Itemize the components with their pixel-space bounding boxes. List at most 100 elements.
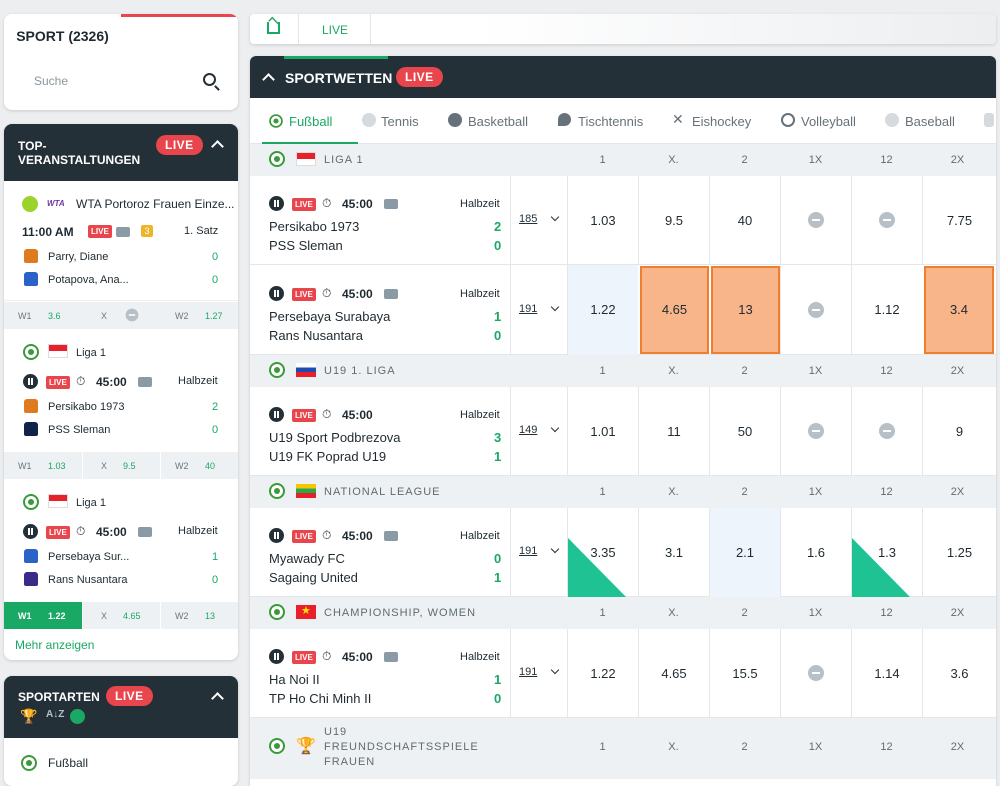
chevron-down-icon[interactable]	[550, 665, 560, 675]
odds-header: 1	[599, 486, 606, 498]
sort-az-icon[interactable]: A↓Z	[46, 709, 65, 720]
top-events-header[interactable]: TOP- VERANSTALTUNGEN LIVE	[4, 124, 238, 181]
top-event-football-1[interactable]: Liga 1 LIVE ⏱ 45:00 Halbzeit Persikabo 1…	[4, 330, 238, 452]
markets-count-link[interactable]: 185	[519, 213, 538, 225]
lock-icon	[879, 212, 895, 228]
away-score: 0	[212, 274, 219, 286]
tab-table-tennis[interactable]: Tischtennis	[557, 98, 657, 144]
tab-baseball[interactable]: Baseball	[884, 98, 974, 144]
sportwetten-header[interactable]: SPORTWETTEN LIVE	[250, 56, 996, 98]
tv-icon	[384, 289, 398, 299]
odds-row: W1 1.22 X 4.65 W2 13	[4, 602, 238, 629]
markets-count-link[interactable]: 191	[519, 666, 538, 678]
chevron-up-icon[interactable]	[211, 140, 224, 153]
odd-1x-locked	[780, 387, 851, 476]
odd-x[interactable]: 9.5	[638, 176, 709, 265]
odd-2x[interactable]: 9	[922, 387, 996, 476]
away-team: Sagaing United	[269, 570, 358, 585]
sports-header[interactable]: SPORTARTEN LIVE 🏆 A↓Z	[4, 676, 238, 738]
odd-w1[interactable]: W1 3.6	[4, 302, 82, 329]
match-row[interactable]: LIVE ⏱ 45:00 Halbzeit Ha Noi II TP Ho Ch…	[250, 629, 996, 718]
odd-2x-selected[interactable]: 3.4	[924, 266, 994, 354]
odd-x[interactable]: 4.65	[638, 629, 709, 718]
odd-12[interactable]: 1.3	[851, 508, 922, 597]
tab-football[interactable]: Fußball	[262, 98, 358, 144]
chevron-up-icon[interactable]	[211, 692, 224, 705]
odd-1[interactable]: 1.03	[567, 176, 638, 265]
chevron-down-icon[interactable]	[550, 302, 560, 312]
search-box[interactable]: Suche	[12, 63, 230, 99]
odd-1[interactable]: 1.01	[567, 387, 638, 476]
match-row[interactable]: LIVE ⏱ 45:00 Halbzeit Persebaya Surabaya…	[250, 265, 996, 355]
odd-x[interactable]: X	[83, 302, 160, 329]
odd-2[interactable]: 15.5	[709, 629, 780, 718]
top-event-football-2[interactable]: Liga 1 LIVE ⏱ 45:00 Halbzeit Persebaya S…	[4, 480, 238, 602]
odd-2[interactable]: 50	[709, 387, 780, 476]
trophy-icon[interactable]: 🏆	[20, 708, 38, 724]
sport-item-football[interactable]: Fußball	[48, 756, 89, 770]
tab-ice-hockey[interactable]: ✕ Eishockey	[671, 98, 761, 144]
odd-x[interactable]: X 4.65	[83, 602, 160, 629]
odds-header: X.	[668, 365, 679, 377]
chevron-up-icon[interactable]	[262, 73, 275, 86]
odd-1[interactable]: 1.22	[567, 265, 638, 355]
search-icon[interactable]	[203, 73, 216, 86]
match-row[interactable]: LIVE ⏱ 45:00 Halbzeit Persikabo 1973 PSS…	[250, 176, 996, 265]
tab-live[interactable]: LIVE (102)	[121, 14, 238, 56]
odd-w2[interactable]: W2 13	[161, 602, 238, 629]
markets-count-link[interactable]: 149	[519, 424, 538, 436]
odd-2[interactable]: 40	[709, 176, 780, 265]
odd-2x[interactable]: 7.75	[922, 176, 996, 265]
globe-icon[interactable]	[70, 709, 85, 724]
odd-1[interactable]: 1.22	[567, 629, 638, 718]
odds-header: 1X	[808, 154, 823, 166]
odd-x-selected[interactable]: 4.65	[640, 266, 709, 354]
tab-tennis[interactable]: Tennis	[360, 98, 440, 144]
tab-basketball[interactable]: Basketball	[447, 98, 547, 144]
chevron-down-icon[interactable]	[550, 212, 560, 222]
more-tabs-icon[interactable]	[984, 113, 994, 127]
odd-w2[interactable]: W2 1.27	[161, 302, 238, 329]
shirt-icon	[24, 422, 38, 436]
home-team: Ha Noi II	[269, 672, 320, 687]
odd-w1-selected[interactable]: W1 1.22	[4, 602, 82, 629]
odd-1x[interactable]: 1.6	[780, 508, 851, 597]
home-score: 0	[212, 251, 219, 263]
tab-volleyball[interactable]: Volleyball	[780, 98, 870, 144]
home-icon[interactable]	[267, 22, 280, 34]
markets-divider	[510, 508, 511, 597]
match-row[interactable]: LIVE ⏱ 45:00 Halbzeit U19 Sport Podbrezo…	[250, 387, 996, 476]
odd-2x[interactable]: 1.25	[922, 508, 996, 597]
baseball-icon	[885, 113, 899, 127]
odd-2x[interactable]: 3.6	[922, 629, 996, 718]
odd-x[interactable]: 3.1	[638, 508, 709, 597]
chevron-down-icon[interactable]	[550, 544, 560, 554]
match-clock: 45:00	[96, 525, 127, 539]
breadcrumb-current[interactable]: LIVE	[322, 23, 349, 37]
odd-x[interactable]: X 9.5	[83, 452, 160, 479]
match-status: Halbzeit	[460, 198, 500, 210]
odd-2-selected[interactable]: 13	[711, 266, 780, 354]
league-name: Liga 1	[76, 347, 106, 359]
volleyball-icon	[781, 113, 795, 127]
match-row[interactable]: LIVE ⏱ 45:00 Halbzeit Myawady FC Sagaing…	[250, 508, 996, 597]
pause-icon	[269, 528, 284, 543]
odd-x[interactable]: 11	[638, 387, 709, 476]
odd-w2[interactable]: W2 40	[161, 452, 238, 479]
odd-w1[interactable]: W1 1.03	[4, 452, 82, 479]
league-name: U19 FREUNDSCHAFTSSPIELE FRAUEN	[324, 726, 479, 768]
show-more-link[interactable]: Mehr anzeigen	[15, 638, 95, 652]
set-badge: 3	[141, 225, 153, 237]
top-event-tennis[interactable]: WTA WTA Portoroz Frauen Einze... 11:00 A…	[4, 181, 238, 301]
odd-1[interactable]: 3.35	[567, 508, 638, 597]
markets-count-link[interactable]: 191	[519, 545, 538, 557]
odds-header: 12	[880, 486, 893, 498]
football-icon	[21, 755, 37, 771]
odd-2[interactable]: 2.1	[709, 508, 780, 597]
odd-12[interactable]: 1.14	[851, 629, 922, 718]
markets-count-link[interactable]: 191	[519, 303, 538, 315]
odd-12[interactable]: 1.12	[851, 265, 922, 355]
tab-label: Fußball	[289, 114, 333, 129]
tab-sport[interactable]: SPORT (2326)	[4, 14, 121, 56]
chevron-down-icon[interactable]	[550, 423, 560, 433]
